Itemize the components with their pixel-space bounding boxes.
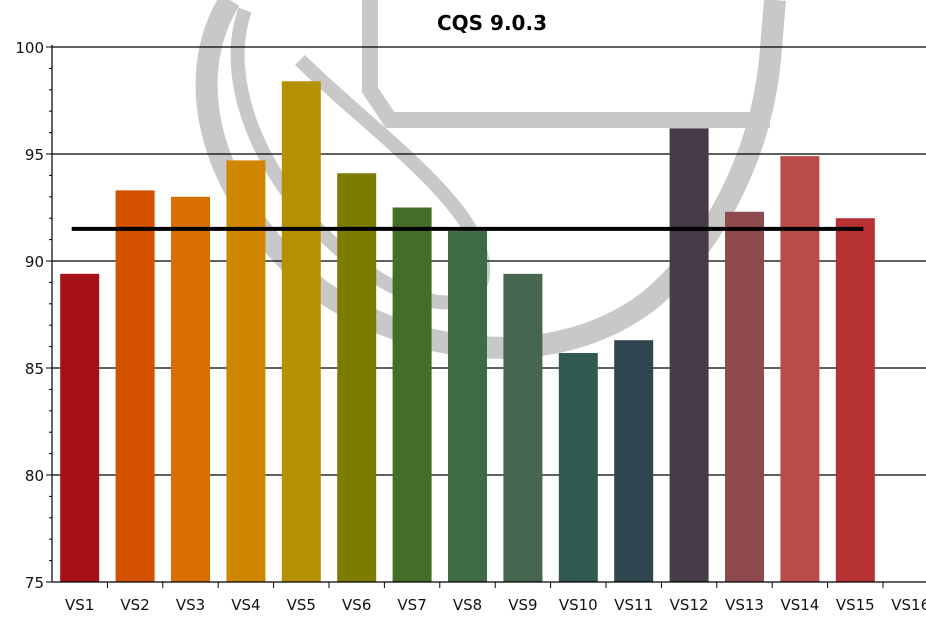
bar-vs15	[835, 218, 875, 582]
x-tick-label: VS1	[65, 596, 94, 614]
y-tick-label: 85	[25, 360, 44, 378]
x-tick-label: VS13	[725, 596, 764, 614]
y-tick-label: 90	[25, 253, 44, 271]
x-tick-label: VS2	[120, 596, 149, 614]
bar-vs12	[669, 128, 709, 582]
x-tick-label: VS3	[176, 596, 205, 614]
x-tick-label: VS5	[287, 596, 316, 614]
bar-vs6	[337, 173, 377, 582]
bar-vs2	[115, 190, 155, 582]
bar-vs11	[614, 340, 654, 582]
x-tick-label: VS10	[559, 596, 598, 614]
y-tick-label: 80	[25, 467, 44, 485]
x-tick-label: VS14	[780, 596, 819, 614]
y-tick-label: 75	[25, 574, 44, 592]
bar-vs7	[392, 207, 432, 582]
x-tick-label: VS4	[231, 596, 260, 614]
y-tick-labels: 75 80 85 90 95 100	[15, 39, 44, 592]
bar-vs5	[281, 81, 321, 583]
bar-vs9	[503, 273, 543, 582]
bar-vs4	[226, 160, 266, 583]
bar-vs1	[60, 273, 100, 582]
bar-vs3	[171, 196, 210, 583]
x-tick-label: VS8	[453, 596, 482, 614]
y-tick-label: 100	[15, 39, 44, 57]
x-tick-label: VS9	[508, 596, 537, 614]
bar-vs10	[558, 353, 598, 582]
bar-vs13	[725, 211, 764, 582]
x-tick-label: VS7	[397, 596, 426, 614]
chart-title: CQS 9.0.3	[437, 11, 547, 35]
x-tick-label: VS11	[614, 596, 653, 614]
axes	[46, 45, 926, 588]
x-tick-label: VS16	[891, 596, 926, 614]
x-tick-labels: VS1 VS2 VS3 VS4 VS5 VS6 VS7 VS8 VS9 VS10 VS11 VS12 V…	[65, 596, 926, 614]
y-tick-label: 95	[25, 146, 44, 164]
x-tick-label: VS6	[342, 596, 371, 614]
x-tick-label: VS15	[836, 596, 875, 614]
x-tick-label: VS12	[670, 596, 709, 614]
bar-vs14	[780, 156, 820, 582]
bar-vs8	[448, 231, 487, 583]
bars	[60, 81, 875, 583]
